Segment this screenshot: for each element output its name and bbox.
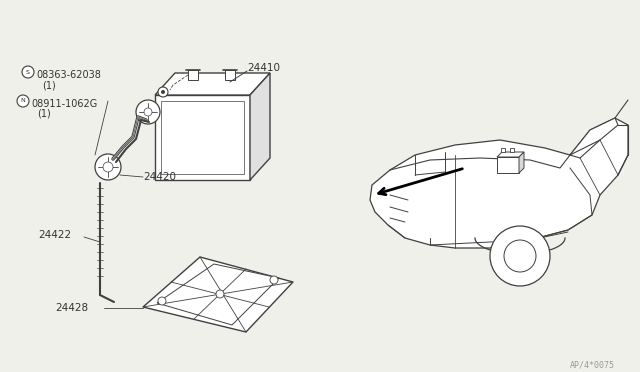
- Polygon shape: [155, 95, 250, 180]
- Polygon shape: [143, 257, 293, 332]
- Circle shape: [103, 162, 113, 172]
- Polygon shape: [519, 152, 524, 173]
- Text: 24420: 24420: [143, 172, 176, 182]
- Polygon shape: [370, 118, 628, 248]
- Circle shape: [216, 290, 224, 298]
- Circle shape: [514, 250, 526, 262]
- Polygon shape: [225, 70, 235, 80]
- Circle shape: [270, 276, 278, 284]
- Text: 24422: 24422: [38, 230, 71, 240]
- Polygon shape: [497, 157, 519, 173]
- Circle shape: [95, 154, 121, 180]
- Polygon shape: [501, 148, 505, 152]
- Text: N: N: [20, 99, 26, 103]
- Text: 08911-1062G: 08911-1062G: [31, 99, 97, 109]
- Circle shape: [504, 240, 536, 272]
- Text: 08363-62038: 08363-62038: [36, 70, 101, 80]
- Text: (1): (1): [42, 80, 56, 90]
- Polygon shape: [155, 73, 270, 95]
- Circle shape: [136, 100, 160, 124]
- Circle shape: [158, 87, 168, 97]
- Polygon shape: [510, 148, 514, 152]
- Circle shape: [490, 226, 550, 286]
- Circle shape: [158, 297, 166, 305]
- Polygon shape: [570, 118, 618, 158]
- Circle shape: [161, 90, 165, 94]
- Circle shape: [22, 66, 34, 78]
- Text: 24428: 24428: [55, 303, 88, 313]
- Polygon shape: [250, 73, 270, 180]
- Text: 24410: 24410: [247, 63, 280, 73]
- Text: (1): (1): [37, 109, 51, 119]
- Polygon shape: [188, 70, 198, 80]
- Text: S: S: [26, 70, 30, 74]
- Circle shape: [144, 108, 152, 116]
- Text: AP/4*0075: AP/4*0075: [570, 360, 615, 369]
- Polygon shape: [157, 264, 279, 325]
- Polygon shape: [497, 152, 524, 157]
- Circle shape: [17, 95, 29, 107]
